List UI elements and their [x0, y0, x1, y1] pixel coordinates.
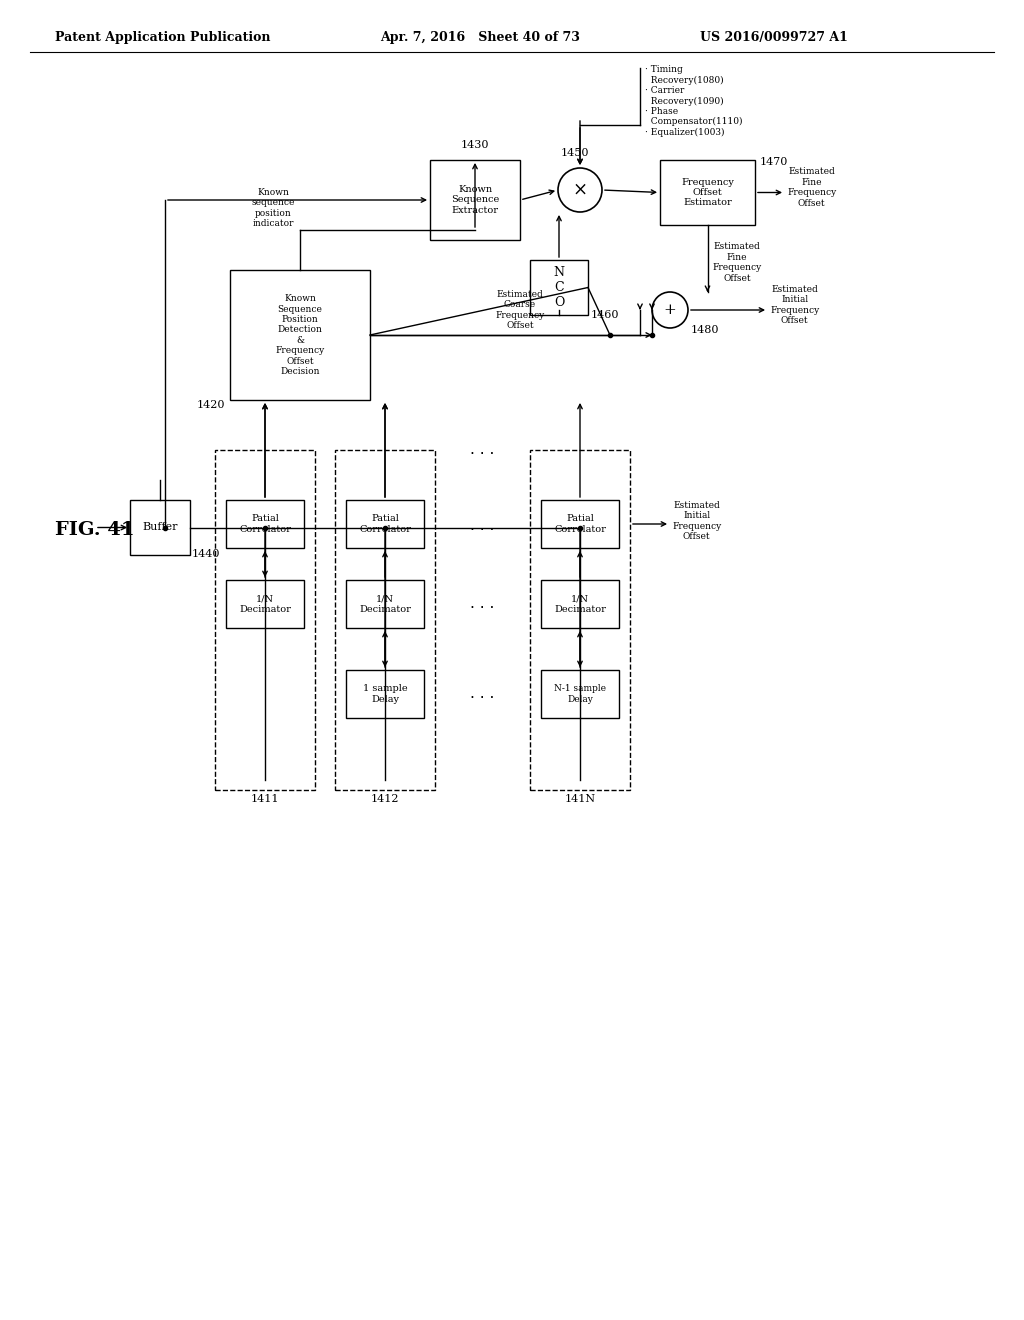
- Bar: [226, 579, 304, 628]
- Bar: [346, 500, 424, 548]
- Text: Patial
Correlator: Patial Correlator: [239, 515, 291, 533]
- Text: 1450: 1450: [561, 148, 589, 158]
- Text: 1420: 1420: [197, 400, 225, 411]
- Text: 1/N
Decimator: 1/N Decimator: [239, 594, 291, 614]
- Bar: [346, 579, 424, 628]
- Bar: [541, 579, 618, 628]
- Text: Known
Sequence
Extractor: Known Sequence Extractor: [451, 185, 499, 215]
- Text: Estimated
Coarse
Frequency
Offset: Estimated Coarse Frequency Offset: [496, 290, 545, 330]
- Bar: [541, 671, 618, 718]
- Text: Patial
Correlator: Patial Correlator: [554, 515, 606, 533]
- Text: N-1 sample
Delay: N-1 sample Delay: [554, 684, 606, 704]
- Text: +: +: [664, 304, 677, 317]
- Bar: [530, 450, 630, 789]
- Text: Known
sequence
position
indicator: Known sequence position indicator: [252, 187, 295, 228]
- Text: 1/N
Decimator: 1/N Decimator: [554, 594, 606, 614]
- Bar: [226, 500, 304, 548]
- Text: 1430: 1430: [461, 140, 489, 150]
- Bar: [430, 160, 520, 240]
- Text: Apr. 7, 2016   Sheet 40 of 73: Apr. 7, 2016 Sheet 40 of 73: [380, 30, 580, 44]
- Bar: [230, 271, 370, 400]
- Bar: [215, 450, 315, 789]
- Text: Buffer: Buffer: [142, 523, 178, 532]
- Text: 1440: 1440: [193, 549, 220, 558]
- Bar: [530, 260, 588, 315]
- Bar: [335, 450, 435, 789]
- Text: Estimated
Fine
Frequency
Offset: Estimated Fine Frequency Offset: [787, 168, 837, 207]
- Text: Estimated
Initial
Frequency
Offset: Estimated Initial Frequency Offset: [770, 285, 819, 325]
- Text: 1470: 1470: [760, 157, 788, 168]
- Text: 1 sample
Delay: 1 sample Delay: [362, 684, 408, 704]
- Text: Estimated
Fine
Frequency
Offset: Estimated Fine Frequency Offset: [713, 243, 762, 282]
- Text: 1/N
Decimator: 1/N Decimator: [359, 594, 411, 614]
- Text: 1480: 1480: [691, 325, 720, 335]
- Text: N
C
O: N C O: [554, 267, 564, 309]
- Text: Frequency
Offset
Estimator: Frequency Offset Estimator: [681, 178, 734, 207]
- Text: Patial
Correlator: Patial Correlator: [359, 515, 411, 533]
- Bar: [346, 671, 424, 718]
- Text: . . .: . . .: [470, 519, 495, 533]
- Text: . . .: . . .: [470, 597, 495, 611]
- Text: . . .: . . .: [470, 442, 495, 458]
- Text: 1412: 1412: [371, 795, 399, 804]
- Text: 141N: 141N: [564, 795, 596, 804]
- Text: 1411: 1411: [251, 795, 280, 804]
- Text: ×: ×: [572, 181, 588, 199]
- Text: Known
Sequence
Position
Detection
&
Frequency
Offset
Decision: Known Sequence Position Detection & Freq…: [275, 294, 325, 376]
- Bar: [130, 500, 190, 554]
- Text: . . .: . . .: [470, 685, 495, 701]
- Text: Patent Application Publication: Patent Application Publication: [55, 30, 270, 44]
- Text: FIG. 41: FIG. 41: [55, 521, 134, 539]
- Text: US 2016/0099727 A1: US 2016/0099727 A1: [700, 30, 848, 44]
- Text: 1460: 1460: [591, 310, 620, 319]
- Bar: [541, 500, 618, 548]
- Bar: [660, 160, 755, 224]
- Text: Estimated
Initial
Frequency
Offset: Estimated Initial Frequency Offset: [672, 500, 721, 541]
- Text: · Timing
  Recovery(1080)
· Carrier
  Recovery(1090)
· Phase
  Compensator(1110): · Timing Recovery(1080) · Carrier Recove…: [645, 65, 742, 137]
